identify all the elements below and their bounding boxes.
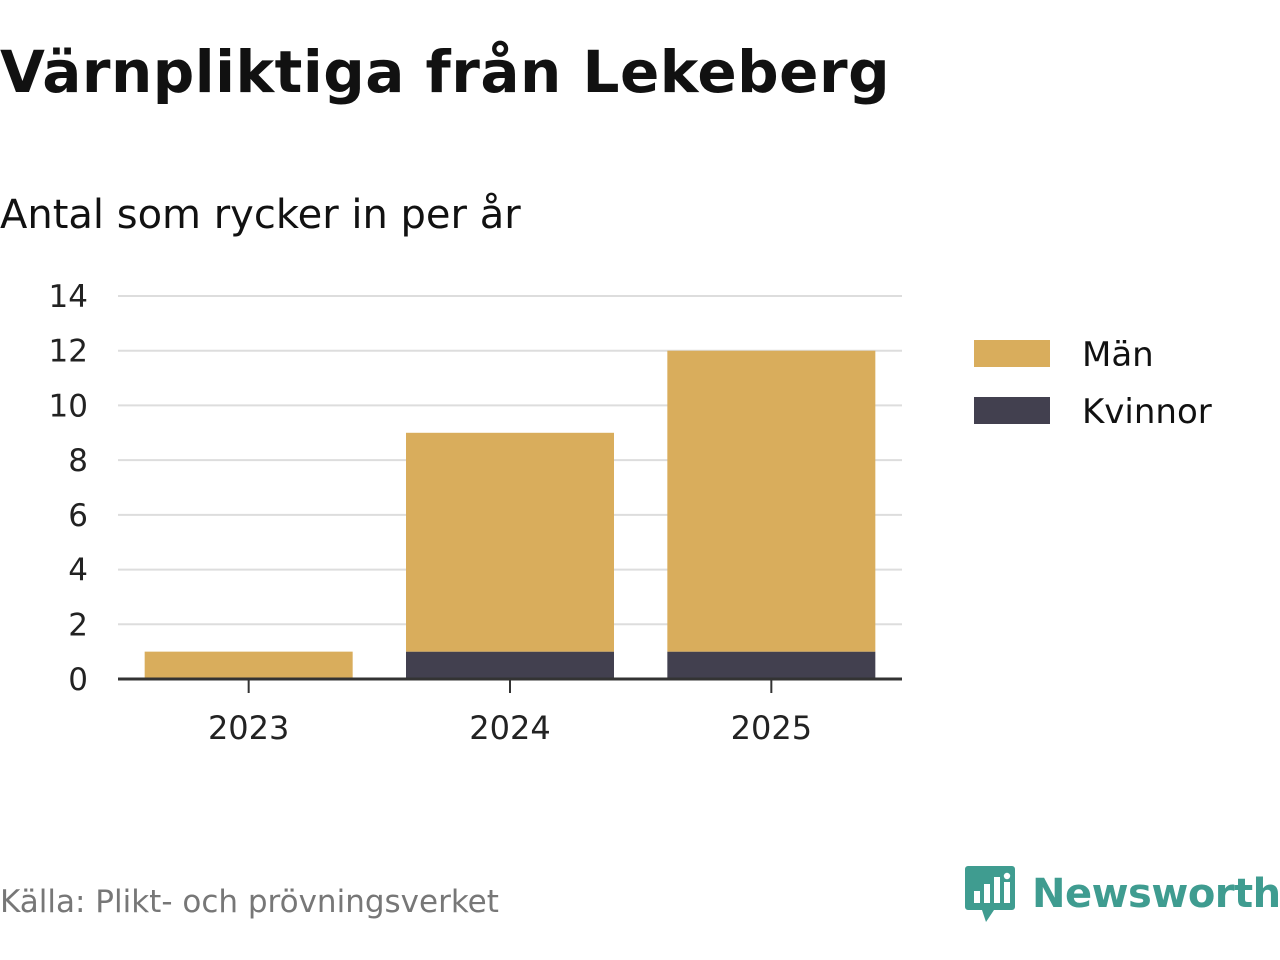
y-tick-label: 0 <box>68 662 88 698</box>
y-tick-label: 2 <box>68 607 88 643</box>
y-tick-label: 12 <box>49 334 88 370</box>
bar-segment-män-2023 <box>144 651 353 679</box>
newsworthy-logo-icon <box>965 866 1015 922</box>
x-tick-label: 2024 <box>469 709 550 747</box>
bar-segment-män-2025 <box>667 350 876 652</box>
x-axis-ticks: 2023 2024 2025 <box>208 679 812 747</box>
y-tick-label: 4 <box>68 553 88 589</box>
brand-name: Newsworthy <box>1032 871 1280 917</box>
x-tick-label: 2023 <box>208 709 289 747</box>
legend-swatch-kvinnor <box>974 397 1050 424</box>
y-axis-ticks: 0 2 4 6 8 10 12 14 <box>49 279 88 698</box>
legend-label-kvinnor: Kvinnor <box>1082 392 1212 432</box>
chart-subtitle: Antal som rycker in per år <box>0 192 521 238</box>
chart-title: Värnpliktiga från Lekeberg <box>0 38 891 106</box>
y-tick-label: 10 <box>49 388 88 424</box>
legend-swatch-män <box>974 340 1050 367</box>
legend-label-män: Män <box>1082 335 1154 375</box>
bar-segment-män-2024 <box>406 432 614 652</box>
stacked-bar-chart: 0 2 4 6 8 10 12 14 2023 2024 2025 Män Kvinnor <box>49 279 1212 747</box>
bar-segment-kvinnor-2024 <box>406 651 614 679</box>
y-tick-label: 8 <box>68 443 88 479</box>
brand-logo: Newsworthy <box>964 864 1280 924</box>
bars <box>144 350 876 679</box>
y-tick-label: 14 <box>49 279 88 315</box>
y-tick-label: 6 <box>68 498 88 534</box>
legend: Män Kvinnor <box>974 335 1212 432</box>
source-note: Källa: Plikt- och prövningsverket <box>0 884 499 920</box>
x-tick-label: 2025 <box>731 709 812 747</box>
bar-segment-kvinnor-2025 <box>667 651 876 679</box>
